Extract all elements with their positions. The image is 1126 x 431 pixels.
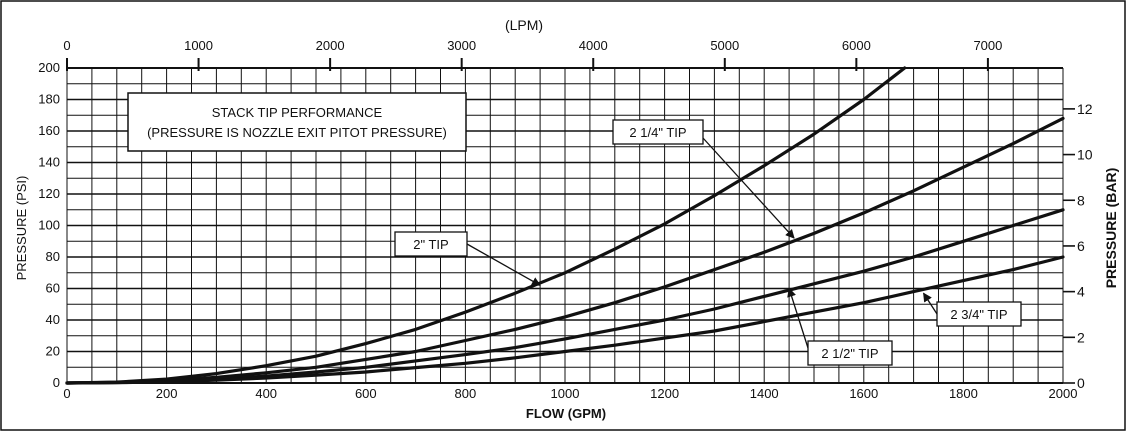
y-tick-label: 20 [46, 344, 60, 359]
curves [65, 66, 1065, 385]
x2-tick-label: 3000 [447, 38, 476, 53]
callout-leader [702, 137, 795, 239]
y-tick-label: 140 [38, 155, 60, 170]
series-line-0 [65, 66, 907, 385]
annotation-line-1: STACK TIP PERFORMANCE [212, 105, 383, 120]
x2-tick-label: 1000 [184, 38, 213, 53]
y-tick-label: 60 [46, 281, 60, 296]
y-tick-label: 120 [38, 186, 60, 201]
x2-tick-label: 0 [63, 38, 70, 53]
x-tick-label: 0 [63, 386, 70, 401]
annotation-box: STACK TIP PERFORMANCE (PRESSURE IS NOZZL… [127, 92, 467, 152]
callout-label: 2" TIP [413, 237, 448, 252]
callouts: 2" TIP 2 1/4" TIP 2 1/2" TIP 2 3/4" TIP [394, 119, 1022, 366]
x-tick-label: 800 [455, 386, 477, 401]
x-tick-label: 600 [355, 386, 377, 401]
axes: 0 200 400 600 800 1000 1200 1400 1600 1800 2000020… [38, 38, 1092, 401]
y2-tick-label: 0 [1077, 375, 1085, 391]
x-tick-label: 400 [255, 386, 277, 401]
callout-box [612, 119, 704, 145]
y-tick-label: 100 [38, 218, 60, 233]
y-axis-label: PRESSURE (PSI) [14, 176, 29, 281]
callout-leader [923, 292, 938, 315]
y2-tick-label: 2 [1077, 329, 1085, 345]
x2-tick-label: 4000 [579, 38, 608, 53]
y-tick-label: 160 [38, 123, 60, 138]
y-tick-label: 0 [53, 375, 60, 390]
y2-tick-label: 10 [1077, 147, 1093, 163]
x-tick-label: 1800 [949, 386, 978, 401]
x-tick-label: 1000 [551, 386, 580, 401]
y2-tick-label: 4 [1077, 284, 1085, 300]
callout-label: 2 1/2" TIP [821, 346, 878, 361]
x2-tick-label: 2000 [316, 38, 345, 53]
callout-leader [466, 243, 541, 286]
top-axis-label: (LPM) [505, 17, 543, 33]
callout-box [807, 340, 893, 366]
x-axis-label: FLOW (GPM) [526, 406, 606, 421]
x-tick-label: 200 [156, 386, 178, 401]
callout-label: 2 1/4" TIP [629, 125, 686, 140]
x-tick-label: 1400 [750, 386, 779, 401]
series-line-3 [65, 255, 1065, 385]
x2-tick-label: 5000 [710, 38, 739, 53]
y2-tick-label: 6 [1077, 238, 1085, 254]
y-tick-label: 200 [38, 60, 60, 75]
series-line-1 [65, 116, 1065, 385]
y-tick-label: 180 [38, 92, 60, 107]
x-tick-label: 1600 [849, 386, 878, 401]
x-tick-label: 2000 [1049, 386, 1078, 401]
y2-tick-label: 12 [1077, 101, 1093, 117]
y2-tick-label: 8 [1077, 192, 1085, 208]
callout-leader [787, 287, 809, 349]
x2-tick-label: 7000 [973, 38, 1002, 53]
x2-tick-label: 6000 [842, 38, 871, 53]
y-tick-label: 40 [46, 312, 60, 327]
callout-box [936, 301, 1022, 327]
annotation-line-2: (PRESSURE IS NOZZLE EXIT PITOT PRESSURE) [147, 125, 447, 140]
right-axis-label: PRESSURE (BAR) [1103, 168, 1119, 289]
x-tick-label: 1200 [650, 386, 679, 401]
y-tick-label: 80 [46, 249, 60, 264]
callout-box [394, 231, 468, 257]
callout-label: 2 3/4" TIP [950, 307, 1007, 322]
